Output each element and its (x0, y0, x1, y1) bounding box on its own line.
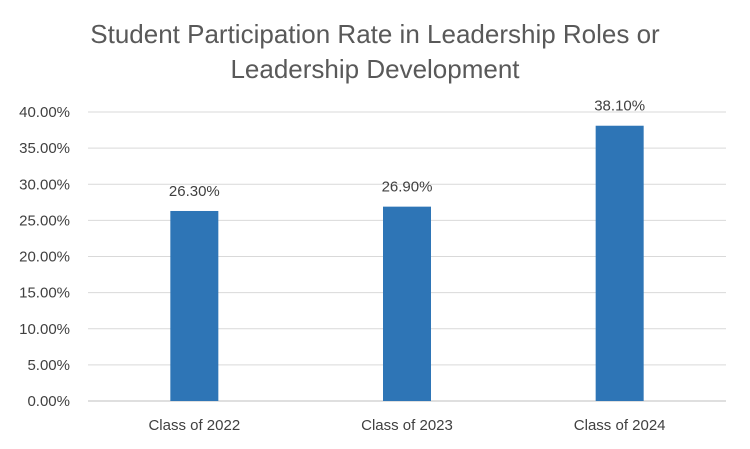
y-tick-label: 40.00% (19, 104, 70, 121)
y-tick-label: 10.00% (19, 321, 70, 338)
data-label: 26.90% (382, 179, 433, 196)
bar (383, 206, 431, 401)
y-tick-label: 0.00% (27, 393, 70, 410)
data-label: 26.30% (169, 183, 220, 200)
y-tick-label: 30.00% (19, 176, 70, 193)
chart-title: Student Participation Rate in Leadership… (90, 19, 660, 84)
y-tick-label: 5.00% (27, 357, 70, 374)
y-tick-label: 15.00% (19, 285, 70, 302)
category-label: Class of 2023 (361, 417, 453, 434)
chart-title-line-1: Student Participation Rate in Leadership… (90, 19, 660, 49)
data-labels: 26.30% 26.90% 38.10% (169, 98, 645, 200)
bars (170, 125, 644, 401)
y-tick-label: 20.00% (19, 249, 70, 266)
y-axis-tick-labels: 0.00% 5.00% 10.00% 15.00% 20.00% 25.00% 30.00%… (19, 104, 70, 410)
data-label: 38.10% (594, 98, 645, 115)
x-axis-category-labels: Class of 2022 Class of 2023 Class of 2024 (148, 417, 665, 434)
category-label: Class of 2022 (148, 417, 240, 434)
y-tick-label: 25.00% (19, 212, 70, 229)
bar (170, 210, 219, 401)
chart-title-line-2: Leadership Development (230, 54, 520, 84)
bar (595, 125, 644, 401)
category-label: Class of 2024 (574, 417, 666, 434)
y-tick-label: 35.00% (19, 140, 70, 157)
